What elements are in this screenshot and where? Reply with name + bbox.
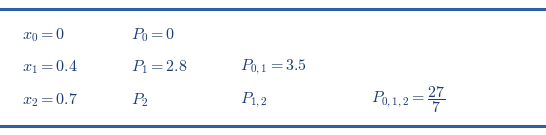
Text: $P_{1,2}$: $P_{1,2}$	[240, 90, 268, 109]
Text: $P_1 = 2.8$: $P_1 = 2.8$	[131, 59, 188, 76]
Text: $P_2$: $P_2$	[131, 91, 149, 109]
Text: $x_0 = 0$: $x_0 = 0$	[22, 26, 65, 44]
Text: $P_{0,1} = 3.5$: $P_{0,1} = 3.5$	[240, 58, 307, 77]
Text: $x_2 = 0.7$: $x_2 = 0.7$	[22, 91, 78, 109]
Text: $P_0 = 0$: $P_0 = 0$	[131, 26, 175, 44]
Text: $x_1 = 0.4$: $x_1 = 0.4$	[22, 59, 78, 76]
Text: $P_{0,1,2} = \dfrac{27}{7}$: $P_{0,1,2} = \dfrac{27}{7}$	[371, 84, 446, 115]
